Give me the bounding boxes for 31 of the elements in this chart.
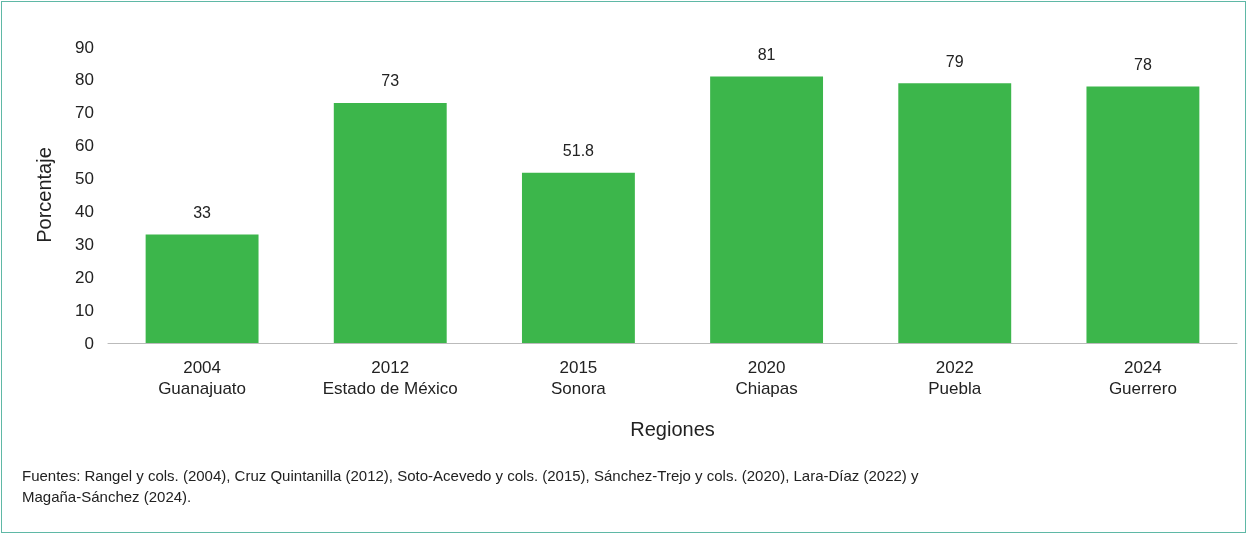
- data-label: 73: [381, 72, 400, 90]
- y-tick-label: 0: [84, 333, 94, 353]
- y-tick-label: 30: [75, 234, 94, 254]
- source-note: Fuentes: Rangel y cols. (2004), Cruz Quintanilla (2012), Soto-Acevedo y cols. (2015), Sánchez-Trejo y cols. (2020), Lara-Díaz (2022) y Magaña-Sánchez (2024).: [22, 467, 923, 505]
- data-label: 78: [1134, 55, 1152, 73]
- data-label: 81: [757, 46, 776, 64]
- y-tick-label: 70: [75, 103, 94, 123]
- bar: [521, 172, 635, 343]
- x-tick-label: 2024 Guerrero: [1108, 358, 1177, 398]
- bar: [333, 102, 447, 343]
- data-label: 51.8: [562, 142, 595, 160]
- bar: [710, 76, 824, 343]
- y-axis-title: Porcentaje: [33, 147, 55, 243]
- bar: [898, 83, 1012, 343]
- y-tick-label: 50: [75, 169, 94, 189]
- x-tick-label: 2012 Estado de México: [322, 358, 458, 398]
- bar: [1086, 86, 1200, 343]
- x-axis-title: Regiones: [630, 418, 715, 440]
- y-tick-label: 10: [75, 300, 94, 320]
- y-tick-label: 80: [75, 70, 94, 90]
- x-tick-label: 2004 Guanajuato: [158, 358, 247, 398]
- x-tick-label: 2015 Sonora: [551, 358, 607, 398]
- y-tick-label: 20: [75, 267, 94, 287]
- data-label: 33: [193, 203, 212, 221]
- y-tick-label: 40: [75, 201, 94, 221]
- data-label: 79: [945, 52, 964, 70]
- x-tick-label: 2022 Puebla: [928, 358, 982, 398]
- x-tick-label: 2020 Chiapas: [735, 358, 798, 398]
- y-tick-label: 60: [75, 136, 94, 156]
- bar: [145, 234, 259, 343]
- y-tick-label: 90: [75, 37, 94, 57]
